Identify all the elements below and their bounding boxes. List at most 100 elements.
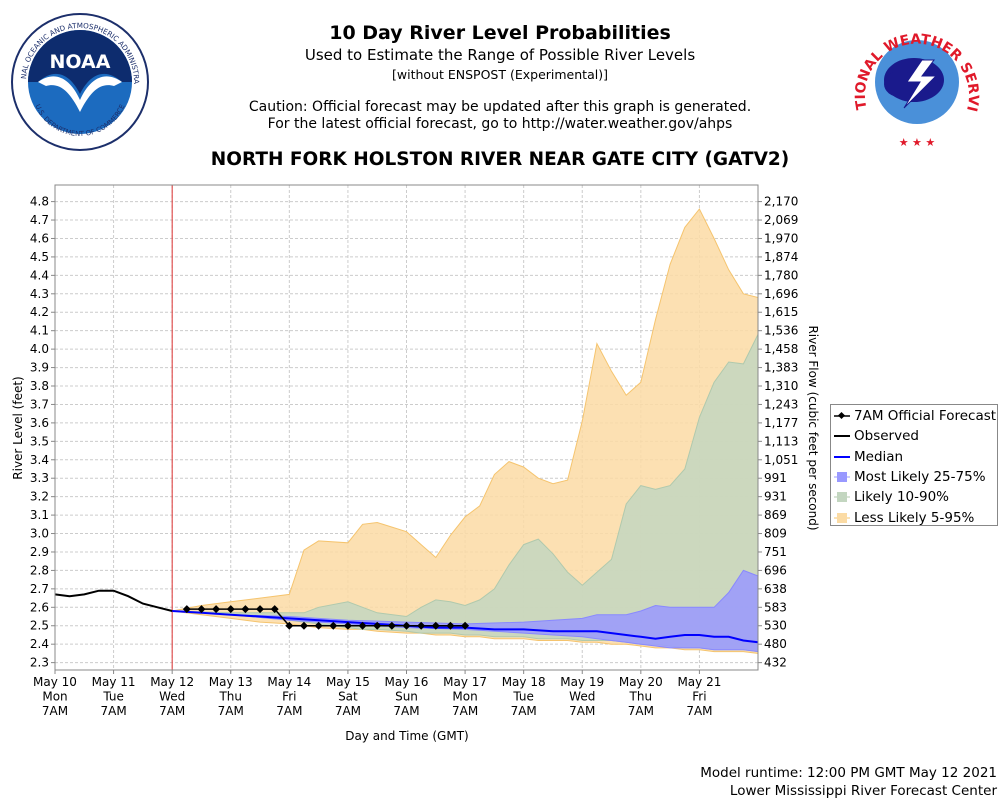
y-tick-label: 3.6	[30, 416, 49, 430]
caution-line-1: Caution: Official forecast may be update…	[248, 99, 752, 115]
y-tick-label: 4.8	[30, 195, 49, 209]
y-right-tick-label: 1,177	[764, 416, 798, 430]
forecast-point	[446, 621, 455, 630]
legend-label-median: Median	[854, 448, 904, 465]
x-tick-label: 7AM	[218, 704, 244, 718]
y-axis-right-label: River Flow (cubic feet per second)	[806, 325, 820, 530]
forecast-point	[256, 605, 265, 614]
y-tick-label: 2.3	[30, 656, 49, 670]
x-tick-label: May 13	[209, 675, 253, 689]
x-tick-label: Thu	[629, 690, 653, 704]
nws-stars-icon: ★ ★ ★	[899, 136, 936, 149]
x-tick-label: 7AM	[393, 704, 419, 718]
y-tick-label: 2.7	[30, 582, 49, 596]
x-tick-label: May 11	[92, 675, 136, 689]
x-tick-label: Thu	[218, 690, 242, 704]
y-right-tick-label: 1,458	[764, 342, 798, 356]
x-tick-label: May 12	[150, 675, 194, 689]
x-tick-label: 7AM	[686, 704, 712, 718]
y-tick-label: 3.2	[30, 490, 49, 504]
station-name: NORTH FORK HOLSTON RIVER NEAR GATE CITY …	[210, 149, 790, 170]
y-tick-label: 3.1	[30, 508, 49, 522]
forecast-point	[431, 621, 440, 630]
y-tick-label: 4.7	[30, 213, 49, 227]
median-line	[172, 610, 759, 644]
forecast-point	[402, 621, 411, 630]
legend-label-25-75: Most Likely 25-75%	[854, 469, 986, 486]
forecast-point	[387, 621, 396, 630]
x-axis-label: Day and Time (GMT)	[345, 729, 468, 743]
y-right-tick-label: 1,243	[764, 397, 798, 411]
y-right-tick-label: 2,170	[764, 195, 798, 209]
x-tick-label: Tue	[102, 690, 124, 704]
forecast-center: Lower Mississippi River Forecast Center	[729, 783, 997, 799]
noaa-logo-text: NOAA	[50, 51, 111, 73]
legend-item-5-95: Less Likely 5-95%	[834, 507, 994, 527]
y-tick-label: 3.0	[30, 527, 49, 541]
legend-10-90-symbol	[834, 491, 850, 503]
y-right-tick-label: 1,536	[764, 324, 798, 338]
chart-subtitle: Used to Estimate the Range of Possible R…	[304, 46, 696, 64]
y-right-tick-label: 991	[764, 471, 787, 485]
y-right-tick-label: 869	[764, 508, 787, 522]
legend-5-95-symbol	[834, 512, 850, 524]
y-tick-label: 3.8	[30, 379, 49, 393]
legend-label-10-90: Likely 10-90%	[854, 489, 950, 506]
y-right-tick-label: 1,615	[764, 305, 798, 319]
legend-label-5-95: Less Likely 5-95%	[854, 509, 975, 526]
x-tick-label: 7AM	[569, 704, 595, 718]
x-tick-label: Mon	[42, 690, 67, 704]
y-tick-label: 4.5	[30, 250, 49, 264]
y-right-tick-label: 751	[764, 545, 787, 559]
x-tick-label: 7AM	[511, 704, 537, 718]
x-tick-label: May 10	[33, 675, 77, 689]
y-axis-label: River Level (feet)	[11, 376, 25, 479]
forecast-point	[212, 605, 221, 614]
x-tick-label: Sat	[338, 690, 358, 704]
x-tick-label: Wed	[159, 690, 185, 704]
x-tick-label: Fri	[282, 690, 296, 704]
legend-item-10-90: Likely 10-90%	[834, 487, 994, 507]
legend-item-observed: Observed	[834, 426, 994, 446]
y-tick-label: 3.9	[30, 361, 49, 375]
forecast-point	[226, 605, 235, 614]
y-right-tick-label: 1,051	[764, 453, 798, 467]
y-tick-label: 3.5	[30, 434, 49, 448]
y-right-tick-label: 1,970	[764, 231, 798, 245]
forecast-point	[182, 605, 191, 614]
forecast-point	[343, 621, 352, 630]
forecast-point	[329, 621, 338, 630]
forecast-point	[285, 621, 294, 630]
y-tick-label: 2.5	[30, 619, 49, 633]
y-tick-label: 3.4	[30, 453, 49, 467]
y-tick-label: 4.2	[30, 305, 49, 319]
y-right-tick-label: 480	[764, 637, 787, 651]
legend-label-observed: Observed	[854, 428, 919, 445]
y-right-tick-label: 1,310	[764, 379, 798, 393]
forecast-point	[299, 621, 308, 630]
y-tick-label: 2.9	[30, 545, 49, 559]
x-tick-label: Wed	[569, 690, 595, 704]
y-right-tick-label: 432	[764, 656, 787, 670]
x-tick-label: May 17	[443, 675, 487, 689]
y-tick-label: 4.3	[30, 287, 49, 301]
y-right-tick-label: 1,696	[764, 287, 798, 301]
forecast-point	[373, 621, 382, 630]
y-right-tick-label: 931	[764, 490, 787, 504]
x-tick-label: 7AM	[100, 704, 126, 718]
legend-observed-symbol	[834, 430, 850, 442]
forecast-point	[197, 605, 206, 614]
y-right-tick-label: 696	[764, 563, 787, 577]
chart-title: 10 Day River Level Probabilities	[329, 22, 671, 44]
forecast-point	[314, 621, 323, 630]
nws-logo: NATIONAL WEATHER SERVICE ★ ★ ★	[852, 10, 981, 149]
y-tick-label: 4.1	[30, 324, 49, 338]
y-right-tick-label: 1,780	[764, 268, 798, 282]
y-tick-label: 4.0	[30, 342, 49, 356]
y-tick-label: 3.7	[30, 397, 49, 411]
y-right-tick-label: 638	[764, 582, 787, 596]
x-tick-label: May 15	[326, 675, 370, 689]
x-tick-label: Tue	[512, 690, 534, 704]
noaa-logo: NOAA NATIONAL OCEANIC AND ATMOSPHERIC AD…	[10, 12, 149, 151]
